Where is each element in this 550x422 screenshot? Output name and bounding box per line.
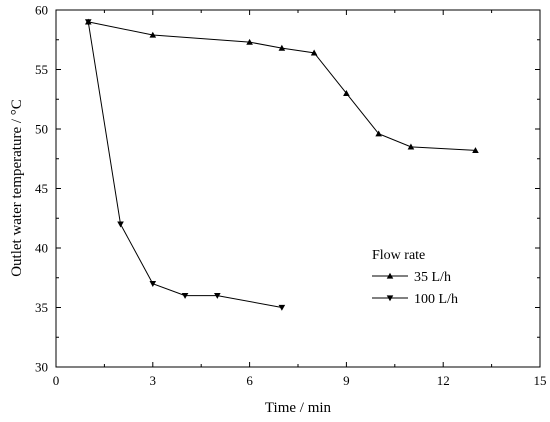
legend: Flow rate 35 L/h 100 L/h: [372, 248, 458, 307]
y-axis: 30 35 40 45 50 55 60: [35, 3, 540, 375]
data-point: [149, 31, 157, 38]
legend-marker: [386, 272, 394, 279]
data-point: [278, 44, 286, 51]
y-tick-label: 60: [35, 3, 48, 18]
data-point: [214, 292, 221, 299]
data-point: [149, 281, 157, 287]
data-point: [84, 19, 92, 26]
data-point: [343, 90, 350, 96]
y-tick-label: 35: [35, 300, 48, 315]
legend-item: 35 L/h: [372, 270, 451, 285]
series-line: [87, 21, 282, 308]
series-line: [88, 21, 476, 151]
x-tick-label: 3: [150, 373, 157, 388]
data-point: [375, 130, 382, 137]
y-tick-label: 40: [35, 241, 48, 256]
data-point: [278, 304, 286, 311]
legend-label: 35 L/h: [414, 270, 451, 285]
x-tick-label: 0: [53, 373, 60, 388]
data-point: [117, 221, 124, 228]
x-tick-label: 15: [534, 373, 547, 388]
legend-title: Flow rate: [372, 248, 425, 263]
data-point: [246, 38, 253, 45]
legend-item: 100 L/h: [372, 292, 458, 307]
legend-marker: [386, 295, 394, 302]
x-tick-label: 9: [343, 373, 350, 388]
series-2: [84, 19, 286, 311]
x-axis: 0 3 6 9 12 15: [53, 10, 547, 388]
y-tick-label: 30: [35, 360, 48, 375]
y-tick-label: 45: [35, 181, 48, 196]
plot-frame: [55, 9, 541, 368]
series-layer: [84, 18, 479, 311]
legend-label: 100 L/h: [414, 292, 458, 307]
data-point: [472, 147, 479, 154]
x-tick-label: 12: [437, 373, 450, 388]
y-tick-label: 55: [35, 62, 48, 77]
data-point: [407, 143, 415, 150]
data-point: [310, 49, 318, 56]
x-axis-title: Time / min: [265, 400, 332, 416]
y-axis-title: Outlet water temperature / °C: [9, 99, 25, 277]
y-tick-label: 50: [35, 122, 48, 137]
data-point: [181, 292, 189, 299]
x-tick-label: 6: [246, 373, 253, 388]
series-1: [84, 18, 479, 154]
